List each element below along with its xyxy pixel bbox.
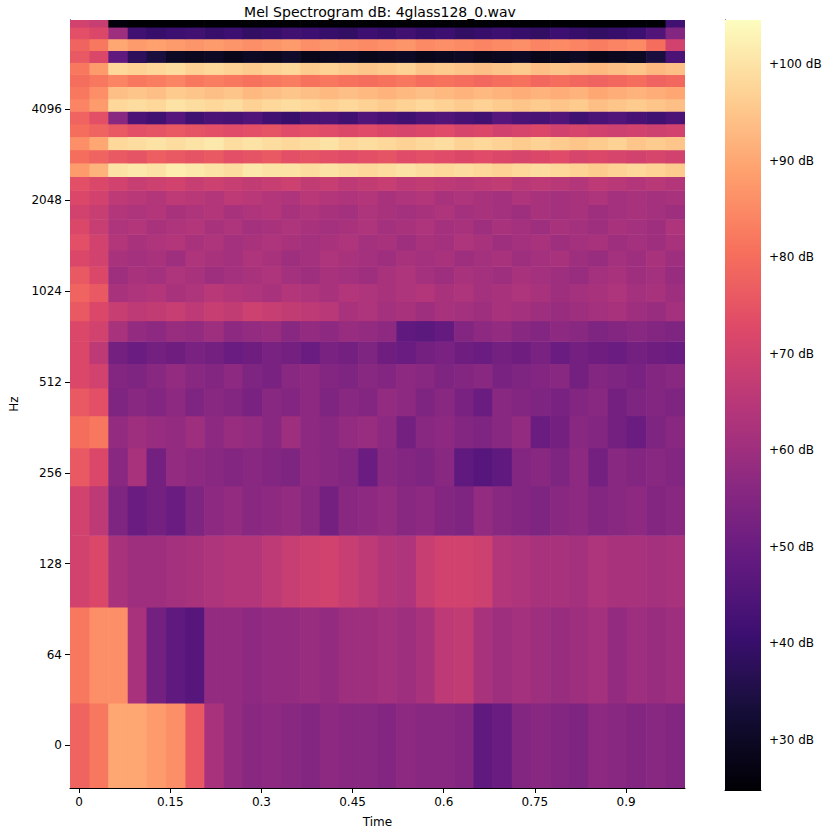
svg-text:+80 dB: +80 dB (769, 250, 814, 264)
svg-text:+40 dB: +40 dB (769, 636, 814, 650)
svg-text:256: 256 (39, 466, 62, 480)
svg-text:0.15: 0.15 (157, 795, 184, 809)
svg-text:+60 dB: +60 dB (769, 443, 814, 457)
svg-text:0: 0 (54, 738, 62, 752)
svg-text:64: 64 (47, 648, 62, 662)
svg-text:Mel Spectrogram dB: 4glass128_: Mel Spectrogram dB: 4glass128_0.wav (244, 4, 516, 20)
svg-text:4096: 4096 (31, 102, 62, 116)
svg-text:+90 dB: +90 dB (769, 154, 814, 168)
svg-text:0.6: 0.6 (434, 795, 453, 809)
svg-text:128: 128 (39, 557, 62, 571)
svg-text:Hz: Hz (7, 396, 21, 411)
svg-text:0.3: 0.3 (252, 795, 271, 809)
svg-text:+70 dB: +70 dB (769, 347, 814, 361)
svg-text:2048: 2048 (31, 193, 62, 207)
svg-text:+30 dB: +30 dB (769, 733, 814, 747)
svg-text:0.45: 0.45 (339, 795, 366, 809)
svg-text:+100 dB: +100 dB (769, 57, 822, 71)
svg-text:0: 0 (75, 795, 83, 809)
svg-text:0.75: 0.75 (522, 795, 549, 809)
svg-text:Time: Time (362, 815, 392, 829)
svg-text:1024: 1024 (31, 284, 62, 298)
svg-text:+50 dB: +50 dB (769, 540, 814, 554)
svg-text:0.9: 0.9 (617, 795, 636, 809)
svg-text:512: 512 (39, 375, 62, 389)
